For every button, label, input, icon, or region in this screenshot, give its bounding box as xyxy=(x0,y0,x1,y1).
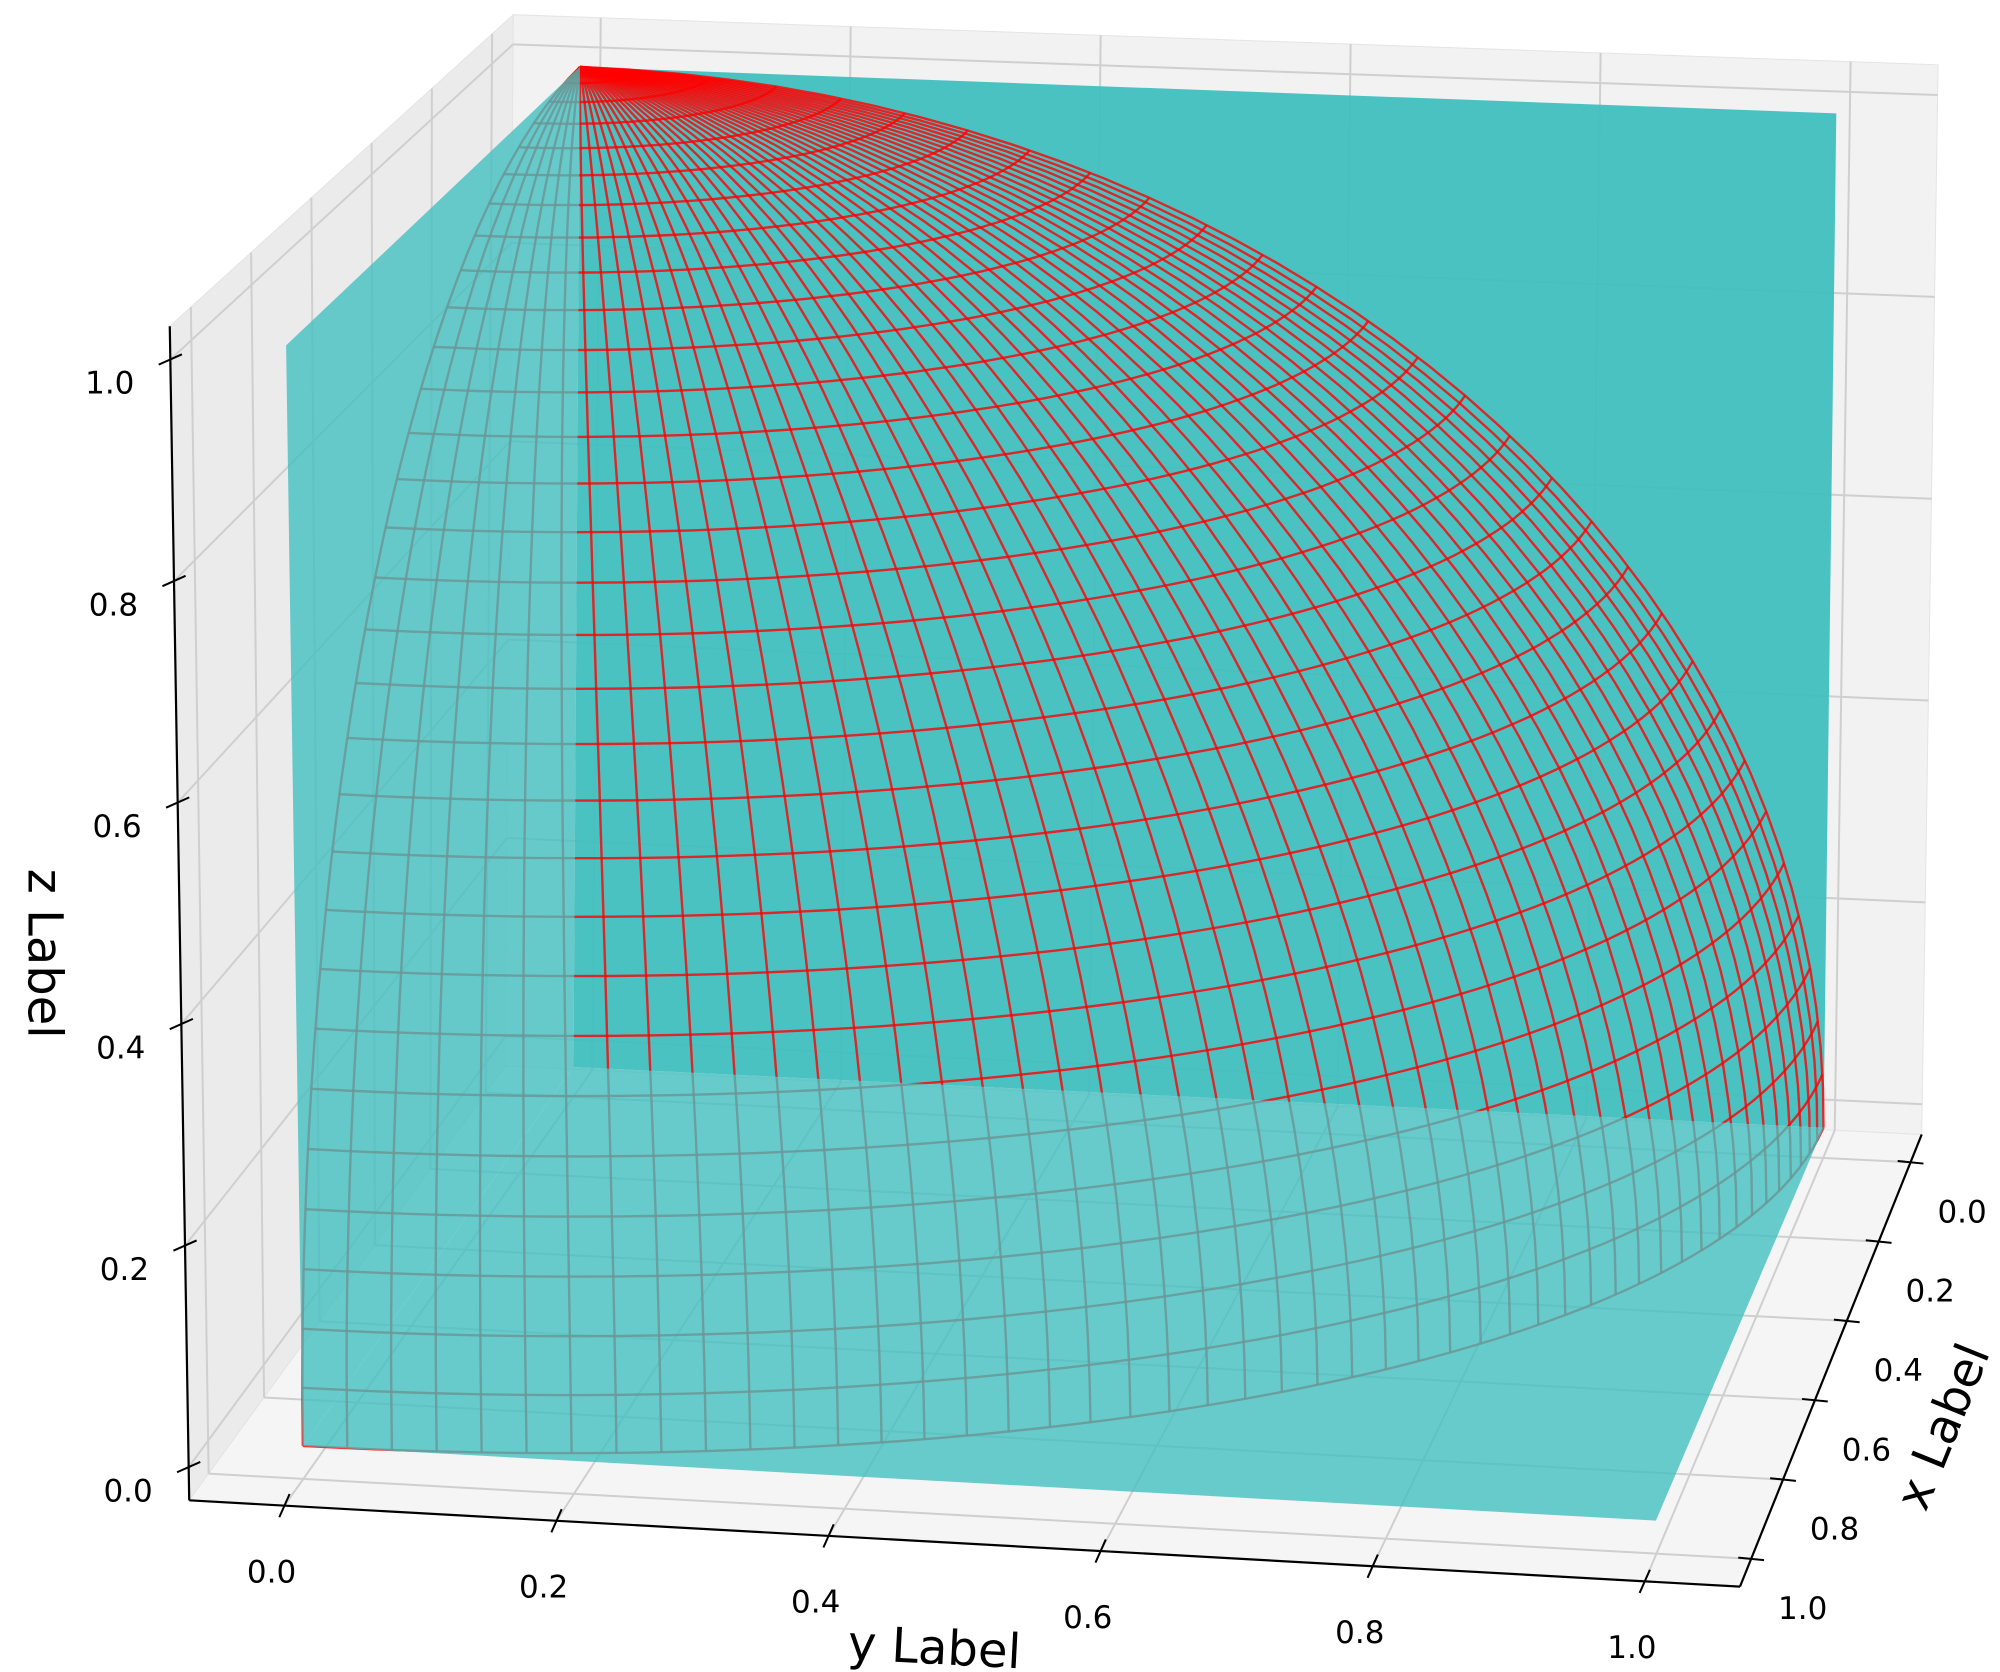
tick-mark xyxy=(1801,1397,1828,1403)
grid-line xyxy=(250,252,266,1398)
surface-edge xyxy=(474,149,1031,239)
tick-mark xyxy=(1833,1318,1860,1324)
z-axis-label: z Label xyxy=(16,869,72,1039)
y-axis-label: y Label xyxy=(847,1615,1023,1672)
tick-label: 0.4 xyxy=(791,1585,840,1621)
tick-label: 0.2 xyxy=(1906,1274,1955,1310)
surface-edge xyxy=(549,76,713,104)
surface-edge xyxy=(460,171,1092,274)
tick-label: 0.6 xyxy=(1063,1600,1112,1636)
grid-line xyxy=(512,43,1938,97)
tick-mark xyxy=(172,1239,198,1252)
tick-mark xyxy=(1638,1569,1651,1594)
tick-mark xyxy=(1094,1539,1107,1564)
surface-edge xyxy=(375,394,1467,584)
plane-x0 xyxy=(573,67,1837,1128)
surface-edge xyxy=(365,435,1511,637)
tick-label: 0.0 xyxy=(1937,1194,1986,1230)
tick-mark xyxy=(278,1493,291,1518)
grid-line xyxy=(208,1472,1752,1560)
tick-label: 0.4 xyxy=(96,1030,145,1066)
tick-label: 1.0 xyxy=(1778,1591,1827,1627)
surface-edge xyxy=(433,224,1208,352)
grid-line xyxy=(169,43,514,361)
surface-edge xyxy=(408,286,1318,439)
axis-line xyxy=(189,1499,1741,1588)
tick-label: 1.0 xyxy=(85,366,134,402)
axis-line xyxy=(168,326,191,1501)
surface-edge xyxy=(533,85,778,126)
surface-edge xyxy=(420,254,1264,394)
tick-mark xyxy=(1770,1477,1797,1482)
tick-mark xyxy=(822,1523,835,1548)
surface-edge xyxy=(446,197,1151,312)
grid-line xyxy=(189,307,210,1474)
plane-z0 xyxy=(302,1067,1824,1521)
tick-mark xyxy=(1865,1239,1892,1244)
surface-edge xyxy=(320,709,1722,978)
tick-label: 0.2 xyxy=(100,1252,149,1288)
surface-edge xyxy=(332,612,1664,860)
surface-edge xyxy=(347,520,1593,746)
surface-edge xyxy=(355,477,1554,690)
surface-edge xyxy=(564,69,647,85)
plane-y0 xyxy=(286,67,580,1446)
surface-edge xyxy=(325,660,1694,918)
surface-edge xyxy=(396,320,1370,485)
tick-mark xyxy=(165,796,190,809)
tick-mark xyxy=(161,574,186,588)
tick-label: 0.6 xyxy=(1842,1432,1891,1468)
surface-edge xyxy=(385,356,1419,534)
tick-mark xyxy=(176,1461,201,1474)
grid-line xyxy=(1833,61,1852,1131)
tick-mark xyxy=(550,1508,563,1533)
tick-label: 0.0 xyxy=(103,1473,152,1509)
tick-mark xyxy=(1738,1556,1765,1562)
tick-label: 0.8 xyxy=(1335,1615,1384,1651)
tick-mark xyxy=(1897,1159,1924,1165)
surface-edge xyxy=(503,112,906,177)
tick-label: 0.8 xyxy=(89,587,138,623)
surface-edge xyxy=(315,759,1746,1038)
tick-label: 1.0 xyxy=(1607,1630,1656,1666)
tick-label: 0.0 xyxy=(247,1554,296,1590)
tick-label: 0.2 xyxy=(519,1570,568,1606)
tick-label: 0.4 xyxy=(1874,1353,1923,1389)
grid-line xyxy=(1643,1129,1836,1582)
surface-edge xyxy=(518,97,842,150)
tick-mark xyxy=(158,353,183,366)
tick-label: 0.6 xyxy=(92,809,141,845)
tick-mark xyxy=(1366,1554,1379,1579)
axis-line xyxy=(1738,1134,1923,1588)
surface-edge xyxy=(489,129,969,207)
surface-edge xyxy=(339,566,1630,802)
tick-label: 0.8 xyxy=(1810,1512,1859,1548)
tick-mark xyxy=(169,1017,194,1031)
